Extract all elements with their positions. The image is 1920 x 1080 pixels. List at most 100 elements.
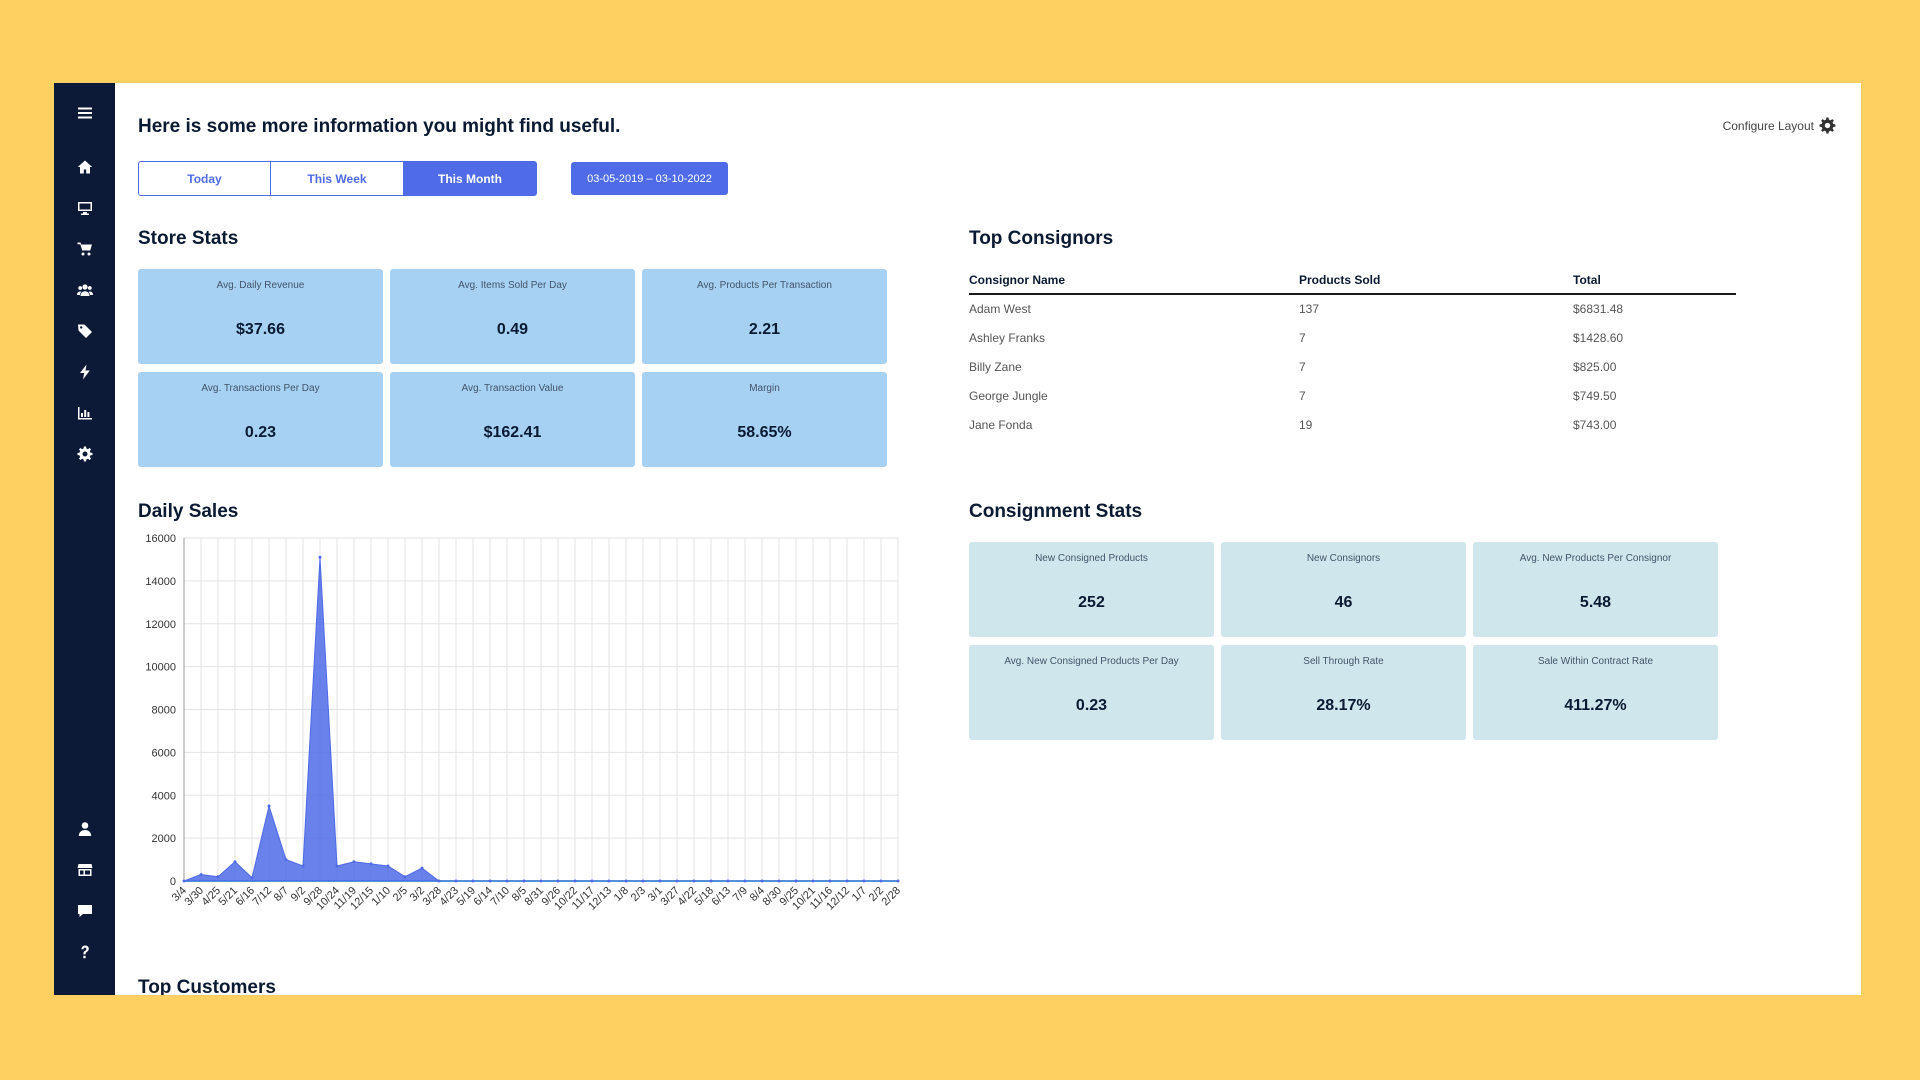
table-row[interactable]: Adam West 137 $6831.48 <box>969 294 1736 324</box>
stat-card-sell-through-rate: Sell Through Rate 28.17% <box>1221 645 1466 740</box>
consignor-name: George Jungle <box>969 389 1048 403</box>
stat-label: New Consigned Products <box>1035 553 1148 564</box>
sales-point <box>250 876 254 880</box>
x-tick-label: 1/8 <box>612 885 631 904</box>
sales-point <box>301 864 305 868</box>
sales-point <box>879 879 883 883</box>
consignor-name: Ashley Franks <box>969 331 1046 345</box>
sales-point <box>454 879 458 883</box>
daily-sales-title: Daily Sales <box>138 501 239 522</box>
sales-point <box>233 860 237 864</box>
sales-area <box>183 557 898 882</box>
x-tick-label: 2/5 <box>391 885 410 904</box>
table-row[interactable]: Billy Zane 7 $825.00 <box>969 353 1736 382</box>
sales-point <box>369 862 373 866</box>
y-tick-label: 2000 <box>152 833 176 845</box>
date-range-tabs: Today This Week This Month <box>138 161 537 196</box>
products-sold: 7 <box>1299 389 1306 403</box>
consignor-name: Adam West <box>969 302 1031 316</box>
sales-point <box>845 879 849 883</box>
total: $749.50 <box>1573 389 1617 403</box>
sales-point <box>573 879 577 883</box>
table-row[interactable]: Jane Fonda 19 $743.00 <box>969 411 1736 440</box>
x-tick-label: 2/28 <box>879 885 903 909</box>
bolt-icon[interactable] <box>69 359 100 385</box>
chat-icon[interactable] <box>69 898 100 924</box>
stat-label: Avg. Products Per Transaction <box>697 280 832 291</box>
column-header-products-sold[interactable]: Products Sold <box>1299 273 1573 295</box>
stat-card-margin: Margin 58.65% <box>642 372 887 467</box>
sales-point <box>267 804 271 808</box>
total: $743.00 <box>1573 418 1617 432</box>
table-row[interactable]: Ashley Franks 7 $1428.60 <box>969 324 1736 353</box>
app-frame: Here is some more information you might … <box>54 83 1861 995</box>
sales-point <box>675 879 679 883</box>
sales-point <box>437 879 441 883</box>
sales-point <box>624 879 628 883</box>
top-consignors-title: Top Consignors <box>969 228 1114 249</box>
sales-point <box>505 879 509 883</box>
products-sold: 19 <box>1299 418 1313 432</box>
sales-point <box>896 879 900 883</box>
home-icon[interactable] <box>69 154 100 180</box>
configure-layout-button[interactable]: Configure Layout <box>1723 117 1836 134</box>
column-header-total[interactable]: Total <box>1573 273 1736 295</box>
consignment-stats-grid: New Consigned Products 252 New Consignor… <box>969 542 1718 740</box>
sales-point <box>199 873 203 877</box>
store-stats-grid: Avg. Daily Revenue $37.66 Avg. Items Sol… <box>138 269 887 467</box>
monitor-icon[interactable] <box>69 195 100 221</box>
stat-card-sale-within-contract-rate: Sale Within Contract Rate 411.27% <box>1473 645 1718 740</box>
stat-card-avg-items-sold: Avg. Items Sold Per Day 0.49 <box>390 269 635 364</box>
store-icon[interactable] <box>69 857 100 883</box>
stat-card-avg-new-products-per-consignor: Avg. New Products Per Consignor 5.48 <box>1473 542 1718 637</box>
menu-icon[interactable] <box>69 100 100 126</box>
stat-value: 411.27% <box>1564 697 1627 714</box>
y-tick-label: 4000 <box>152 790 176 802</box>
stat-card-avg-new-consigned-per-day: Avg. New Consigned Products Per Day 0.23 <box>969 645 1214 740</box>
sales-point <box>828 879 832 883</box>
table-row[interactable]: George Jungle 7 $749.50 <box>969 382 1736 411</box>
consignment-stats-title: Consignment Stats <box>969 501 1143 522</box>
stat-card-new-consigned-products: New Consigned Products 252 <box>969 542 1214 637</box>
stat-card-avg-products-per-transaction: Avg. Products Per Transaction 2.21 <box>642 269 887 364</box>
y-tick-label: 0 <box>170 876 176 888</box>
products-sold: 7 <box>1299 360 1306 374</box>
date-range-picker[interactable]: 03-05-2019 – 03-10-2022 <box>571 162 728 195</box>
main-content: Here is some more information you might … <box>115 83 1861 995</box>
users-icon[interactable] <box>69 277 100 303</box>
stat-label: Avg. Transaction Value <box>461 383 564 394</box>
sales-point <box>709 879 713 883</box>
x-tick-label: 6/13 <box>709 885 733 909</box>
sales-point <box>386 864 390 868</box>
y-tick-label: 10000 <box>145 662 176 674</box>
this-month-button[interactable]: This Month <box>404 161 537 196</box>
stat-value: 0.23 <box>244 424 277 441</box>
user-icon[interactable] <box>69 816 100 842</box>
y-tick-label: 8000 <box>152 705 176 717</box>
tag-icon[interactable] <box>69 318 100 344</box>
stat-card-avg-transaction-value: Avg. Transaction Value $162.41 <box>390 372 635 467</box>
sales-point <box>794 879 798 883</box>
stat-card-avg-transactions-per-day: Avg. Transactions Per Day 0.23 <box>138 372 383 467</box>
top-consignors-table: Consignor Name Products Sold Total Adam … <box>969 273 1736 440</box>
gear-icon[interactable] <box>69 441 100 467</box>
top-customers-title: Top Customers <box>138 977 276 995</box>
today-button[interactable]: Today <box>138 161 271 196</box>
cart-icon[interactable] <box>69 236 100 262</box>
products-sold: 7 <box>1299 331 1306 345</box>
stat-label: Avg. New Products Per Consignor <box>1519 553 1672 564</box>
column-header-consignor-name[interactable]: Consignor Name <box>969 273 1299 295</box>
x-tick-label: 1/7 <box>850 885 869 904</box>
stat-value: 252 <box>1078 594 1105 611</box>
stat-value: $162.41 <box>483 424 542 441</box>
x-tick-label: 7/10 <box>488 885 512 909</box>
bar-chart-icon[interactable] <box>69 400 100 426</box>
help-icon[interactable] <box>69 939 100 965</box>
stat-card-new-consignors: New Consignors 46 <box>1221 542 1466 637</box>
this-week-button[interactable]: This Week <box>271 161 404 196</box>
y-tick-label: 16000 <box>145 533 176 545</box>
total: $6831.48 <box>1573 302 1624 316</box>
sales-point <box>743 879 747 883</box>
sales-point <box>403 875 407 879</box>
stat-label: Avg. Transactions Per Day <box>201 383 320 394</box>
